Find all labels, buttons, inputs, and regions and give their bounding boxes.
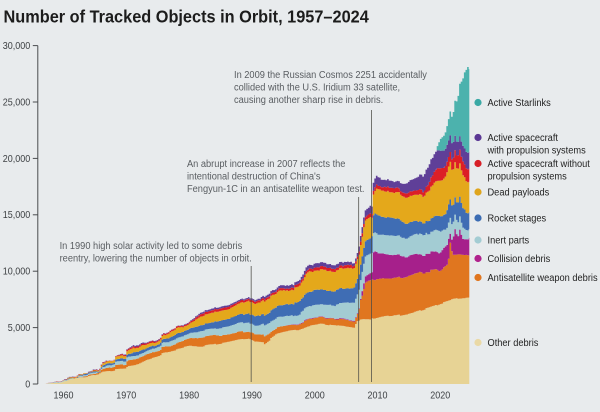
svg-text:1980: 1980 bbox=[179, 390, 199, 402]
svg-text:0: 0 bbox=[25, 379, 30, 391]
svg-text:causing another sharp rise in: causing another sharp rise in debris. bbox=[234, 95, 383, 107]
svg-text:30,000: 30,000 bbox=[3, 41, 30, 53]
svg-text:Other debris: Other debris bbox=[488, 338, 539, 350]
svg-text:2010: 2010 bbox=[367, 390, 387, 402]
svg-text:Fengyun-1C in an antisatellite: Fengyun-1C in an antisatellite weapon te… bbox=[187, 184, 364, 196]
svg-text:reentry, lowering the number o: reentry, lowering the number of objects … bbox=[60, 253, 252, 265]
svg-text:Active spacecraft without: Active spacecraft without bbox=[488, 159, 591, 171]
svg-text:1990: 1990 bbox=[242, 390, 262, 402]
svg-text:2020: 2020 bbox=[430, 390, 450, 402]
svg-text:25,000: 25,000 bbox=[3, 97, 30, 109]
svg-text:with propulsion systems: with propulsion systems bbox=[487, 145, 586, 157]
svg-text:intentional destruction of Chi: intentional destruction of China's bbox=[187, 171, 321, 183]
svg-text:Active spacecraft: Active spacecraft bbox=[488, 133, 559, 145]
svg-text:Rocket stages: Rocket stages bbox=[488, 213, 547, 225]
svg-text:propulsion systems: propulsion systems bbox=[488, 171, 567, 183]
svg-text:An abrupt increase in 2007 ref: An abrupt increase in 2007 reflects the bbox=[187, 159, 345, 171]
svg-text:In 1990 high solar activity le: In 1990 high solar activity led to some … bbox=[60, 241, 243, 253]
svg-text:1960: 1960 bbox=[53, 390, 73, 402]
svg-text:Antisatellite weapon debris: Antisatellite weapon debris bbox=[488, 273, 598, 285]
svg-text:Active Starlinks: Active Starlinks bbox=[488, 98, 551, 110]
svg-text:collided with the U.S. Iridium: collided with the U.S. Iridium 33 satell… bbox=[234, 82, 400, 94]
svg-text:5,000: 5,000 bbox=[8, 323, 30, 335]
svg-text:20,000: 20,000 bbox=[3, 153, 30, 165]
svg-text:1970: 1970 bbox=[116, 390, 136, 402]
svg-text:Dead payloads: Dead payloads bbox=[488, 187, 550, 199]
svg-text:In 2009 the Russian Cosmos 225: In 2009 the Russian Cosmos 2251 accident… bbox=[234, 70, 427, 82]
svg-text:15,000: 15,000 bbox=[3, 210, 30, 222]
svg-text:Collision debris: Collision debris bbox=[488, 254, 551, 266]
svg-text:2000: 2000 bbox=[305, 390, 325, 402]
svg-text:10,000: 10,000 bbox=[3, 266, 30, 278]
svg-text:Number of Tracked Objects in O: Number of Tracked Objects in Orbit, 1957… bbox=[4, 7, 370, 27]
svg-text:Inert parts: Inert parts bbox=[488, 235, 530, 247]
